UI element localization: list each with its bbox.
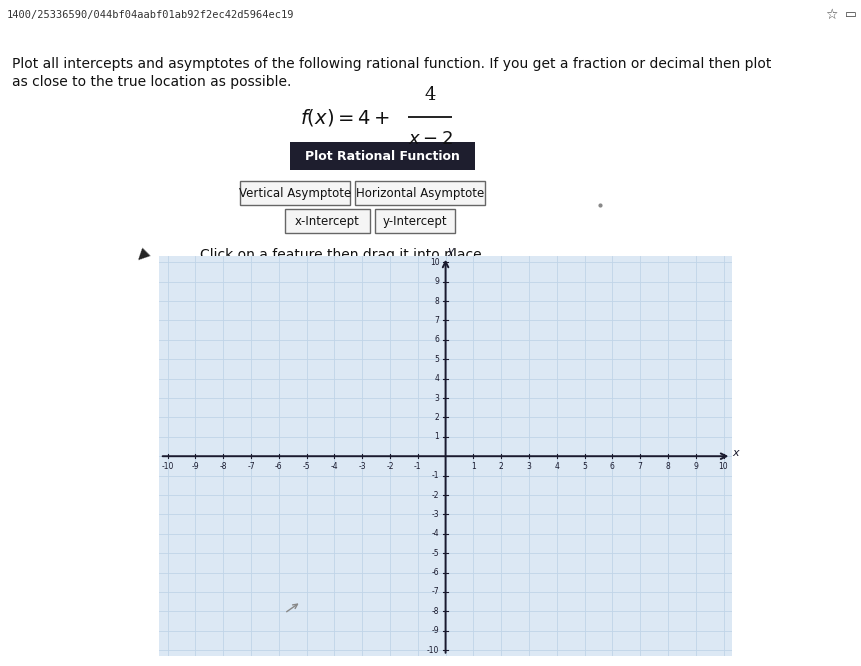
Text: -7: -7	[432, 587, 439, 597]
Text: Vertical Asymptote: Vertical Asymptote	[238, 186, 351, 200]
Text: Click on a feature then drag it into place.: Click on a feature then drag it into pla…	[200, 248, 486, 262]
Text: -9: -9	[192, 462, 199, 471]
Text: -10: -10	[161, 462, 174, 471]
Text: -5: -5	[303, 462, 311, 471]
Text: -7: -7	[247, 462, 255, 471]
Text: y: y	[447, 246, 454, 256]
Text: -2: -2	[387, 462, 393, 471]
Text: Plot all intercepts and asymptotes of the following rational function. If you ge: Plot all intercepts and asymptotes of th…	[12, 57, 771, 71]
Text: $f(x) = 4 +$: $f(x) = 4 +$	[300, 107, 390, 128]
Text: 10: 10	[430, 258, 439, 266]
Text: -6: -6	[432, 568, 439, 577]
Text: 6: 6	[610, 462, 615, 471]
Text: 8: 8	[435, 296, 439, 306]
Text: Plot Rational Function: Plot Rational Function	[305, 150, 460, 163]
Text: 6: 6	[435, 335, 439, 344]
Text: 2: 2	[499, 462, 504, 471]
Text: 9: 9	[435, 277, 439, 286]
FancyBboxPatch shape	[240, 181, 350, 205]
Text: -3: -3	[358, 462, 366, 471]
Text: -2: -2	[432, 490, 439, 500]
Text: 9: 9	[693, 462, 698, 471]
Text: -1: -1	[414, 462, 422, 471]
Text: 5: 5	[582, 462, 587, 471]
Text: x-Intercept: x-Intercept	[295, 214, 360, 228]
Text: -5: -5	[432, 549, 439, 557]
Text: 4: 4	[424, 86, 436, 104]
Text: -6: -6	[275, 462, 282, 471]
Text: ◀: ◀	[133, 246, 152, 265]
Text: y-Intercept: y-Intercept	[382, 214, 448, 228]
Text: ▭: ▭	[845, 9, 857, 21]
Text: -8: -8	[432, 607, 439, 616]
Text: 1400/25336590/044bf04aabf01ab92f2ec42d5964ec19: 1400/25336590/044bf04aabf01ab92f2ec42d59…	[7, 10, 294, 20]
FancyBboxPatch shape	[285, 209, 370, 233]
Text: -4: -4	[331, 462, 338, 471]
FancyBboxPatch shape	[355, 181, 485, 205]
Text: 3: 3	[435, 394, 439, 402]
Text: 1: 1	[471, 462, 476, 471]
Text: 5: 5	[435, 355, 439, 364]
Text: as close to the true location as possible.: as close to the true location as possibl…	[12, 75, 291, 89]
Text: x: x	[733, 448, 739, 458]
Text: 1: 1	[435, 432, 439, 442]
Text: -10: -10	[427, 646, 439, 655]
Text: 4: 4	[554, 462, 559, 471]
Text: Horizontal Asymptote: Horizontal Asymptote	[356, 186, 484, 200]
Text: -3: -3	[432, 510, 439, 519]
Text: -4: -4	[432, 529, 439, 538]
Text: 2: 2	[435, 413, 439, 422]
Text: 3: 3	[527, 462, 531, 471]
Text: $x - 2$: $x - 2$	[407, 130, 453, 148]
Text: 7: 7	[435, 316, 439, 325]
FancyBboxPatch shape	[375, 209, 455, 233]
Text: 8: 8	[666, 462, 671, 471]
Text: -8: -8	[220, 462, 227, 471]
Text: 4: 4	[435, 374, 439, 383]
Text: -9: -9	[432, 626, 439, 635]
Text: 7: 7	[638, 462, 642, 471]
Text: -1: -1	[432, 471, 439, 480]
Text: ☆: ☆	[825, 8, 837, 22]
FancyBboxPatch shape	[290, 142, 475, 170]
Text: 10: 10	[719, 462, 728, 471]
